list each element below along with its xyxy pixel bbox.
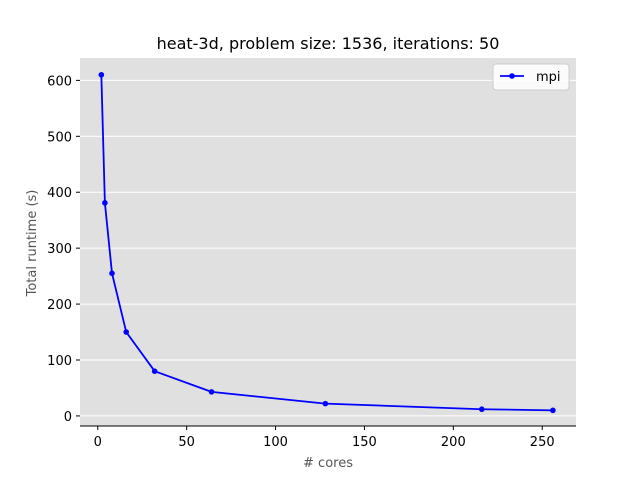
data-point-mpi-3 — [123, 329, 130, 335]
data-point-mpi-8 — [550, 407, 556, 414]
data-point-mpi-2 — [109, 270, 115, 277]
data-point-mpi-5 — [208, 389, 215, 395]
x-tick-label-200: 200 — [441, 435, 466, 450]
data-point-mpi-4 — [151, 368, 158, 374]
x-axis: 0 50 100 150 200 250 — [94, 426, 555, 450]
x-tick-label-150: 150 — [352, 435, 377, 450]
y-tick-label-600: 600 — [47, 74, 72, 89]
plot-area — [80, 58, 576, 426]
x-tick-label-100: 100 — [263, 435, 288, 450]
data-point-mpi-1 — [102, 200, 108, 206]
y-tick-label-500: 500 — [47, 130, 72, 145]
x-axis-label: # cores — [303, 456, 353, 471]
x-tick-label-0: 0 — [94, 435, 102, 450]
data-point-mpi-0 — [98, 71, 105, 78]
x-tick-label-50: 50 — [178, 435, 195, 450]
x-tick-label-250: 250 — [530, 435, 555, 450]
legend-label-mpi: mpi — [536, 70, 561, 85]
data-point-mpi-6 — [322, 400, 329, 407]
legend-box — [492, 63, 570, 91]
y-tick-label-0: 0 — [64, 410, 72, 425]
y-tick-label-200: 200 — [47, 298, 72, 313]
chart-title: heat-3d, problem size: 1536, iterations:… — [157, 34, 500, 53]
legend-marker-mpi — [509, 73, 515, 79]
y-axis: 0 100 200 300 400 500 600 — [47, 74, 80, 425]
legend[interactable]: mpi — [492, 63, 570, 91]
y-tick-label-400: 400 — [47, 186, 72, 201]
data-point-mpi-7 — [478, 406, 485, 413]
y-tick-label-300: 300 — [47, 242, 72, 257]
y-axis-label: Total runtime (s) — [25, 190, 40, 298]
series-layer — [98, 71, 556, 414]
y-tick-label-100: 100 — [47, 354, 72, 369]
